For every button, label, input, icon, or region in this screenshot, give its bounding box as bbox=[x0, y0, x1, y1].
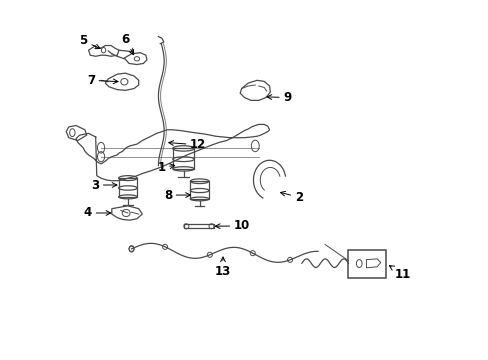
Text: 6: 6 bbox=[121, 32, 133, 55]
Text: 5: 5 bbox=[80, 34, 100, 49]
Text: 1: 1 bbox=[157, 161, 174, 174]
Text: 3: 3 bbox=[91, 179, 117, 192]
Text: 2: 2 bbox=[280, 191, 302, 204]
Text: 9: 9 bbox=[266, 91, 291, 104]
Text: 7: 7 bbox=[87, 74, 118, 87]
Text: 11: 11 bbox=[388, 266, 410, 281]
Text: 12: 12 bbox=[168, 138, 206, 151]
Text: 8: 8 bbox=[163, 189, 190, 202]
Text: 13: 13 bbox=[214, 257, 231, 278]
Text: 10: 10 bbox=[215, 219, 249, 233]
Text: 4: 4 bbox=[83, 207, 111, 220]
